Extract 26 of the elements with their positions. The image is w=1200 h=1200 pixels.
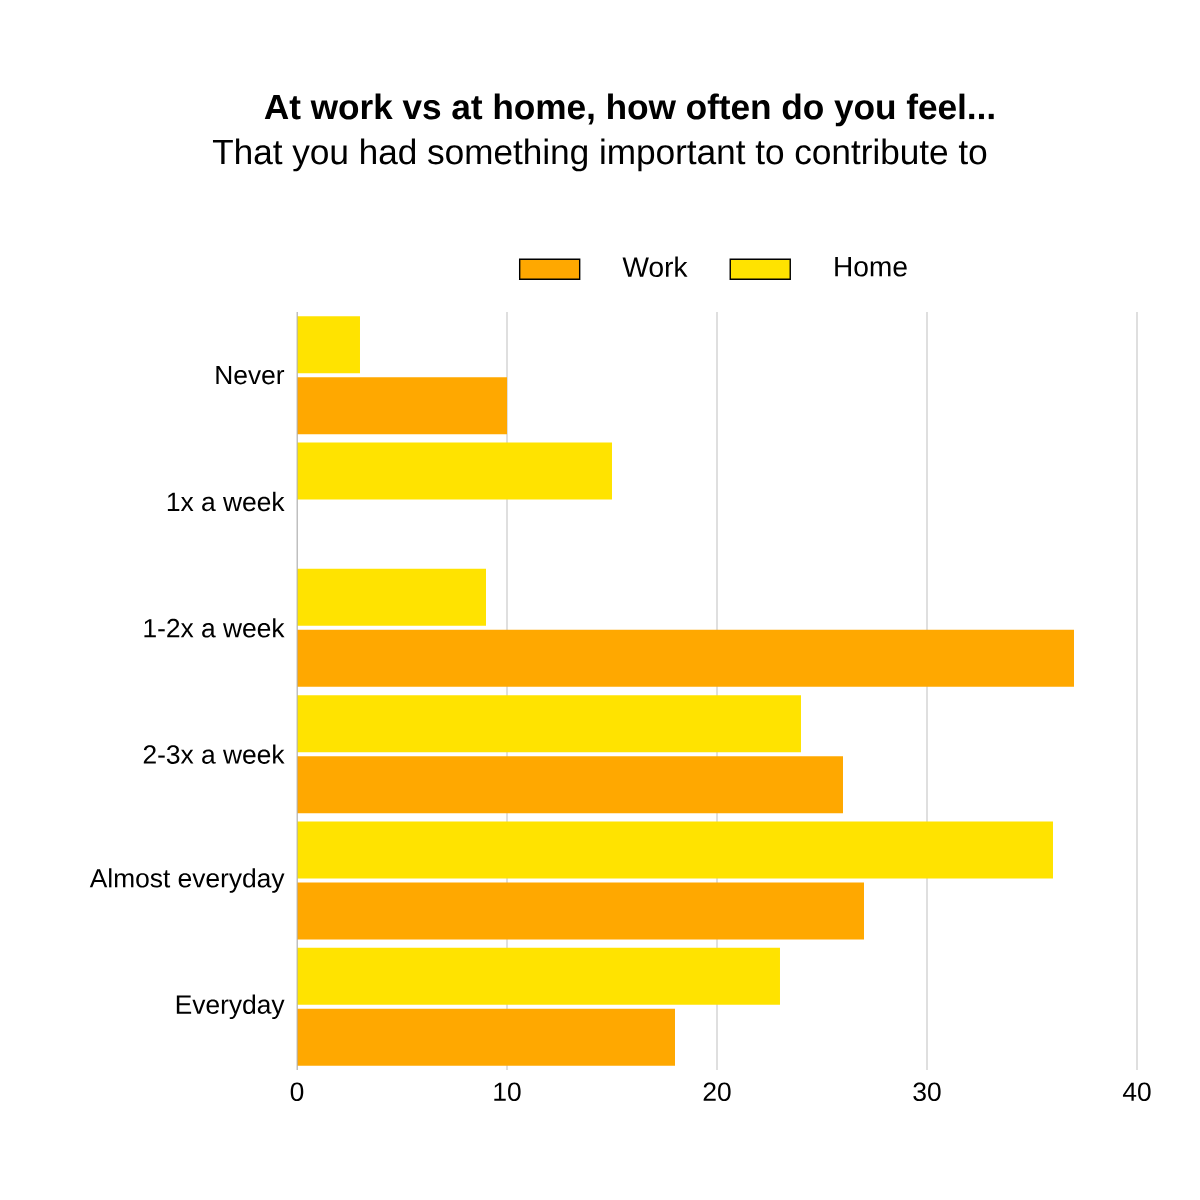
y-tick-label: 1x a week (167, 491, 285, 512)
bar (296, 756, 843, 814)
bar (296, 1008, 675, 1066)
bar (296, 316, 360, 374)
x-tick-label: 30 (913, 1082, 941, 1102)
bar (296, 568, 486, 626)
legend-label: Work (622, 256, 688, 278)
bar (296, 821, 1053, 879)
x-tick-label: 10 (494, 1082, 521, 1102)
y-tick-label: 1-2x a week (144, 618, 285, 638)
y-tick-label: 2-3x a week (143, 744, 285, 764)
x-tick-label: 40 (1122, 1082, 1151, 1102)
bar (296, 442, 612, 500)
chart-subtitle: That you had something important to contribute to (212, 138, 987, 172)
legend-label: Home (835, 256, 907, 277)
x-tick-label: 0 (290, 1082, 304, 1102)
bar (296, 695, 801, 753)
bar (296, 629, 1074, 687)
bar (296, 377, 507, 435)
chart-title: At work vs at home, how often do you feel... (264, 93, 994, 127)
x-tick-label: 20 (703, 1082, 731, 1102)
y-tick-label: Almost everyday (89, 868, 285, 893)
y-tick-label: Everyday (176, 994, 285, 1020)
bar (296, 882, 864, 940)
bar (296, 947, 780, 1005)
y-tick-label: Never (216, 365, 285, 385)
